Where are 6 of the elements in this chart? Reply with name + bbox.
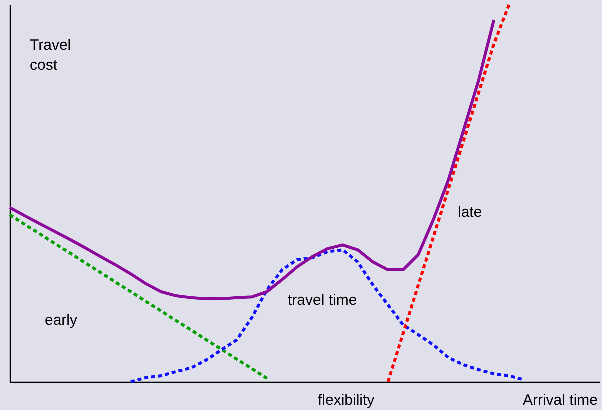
text: flexibility bbox=[318, 392, 376, 409]
x-axis-title: Arrival time bbox=[522, 392, 598, 409]
annotation: late bbox=[458, 204, 482, 221]
y-axis-title: Travel cost bbox=[30, 37, 72, 74]
annotation: travel time bbox=[288, 292, 358, 309]
annotation: early bbox=[45, 312, 78, 329]
